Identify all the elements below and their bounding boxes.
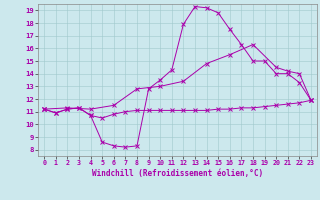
X-axis label: Windchill (Refroidissement éolien,°C): Windchill (Refroidissement éolien,°C)	[92, 169, 263, 178]
